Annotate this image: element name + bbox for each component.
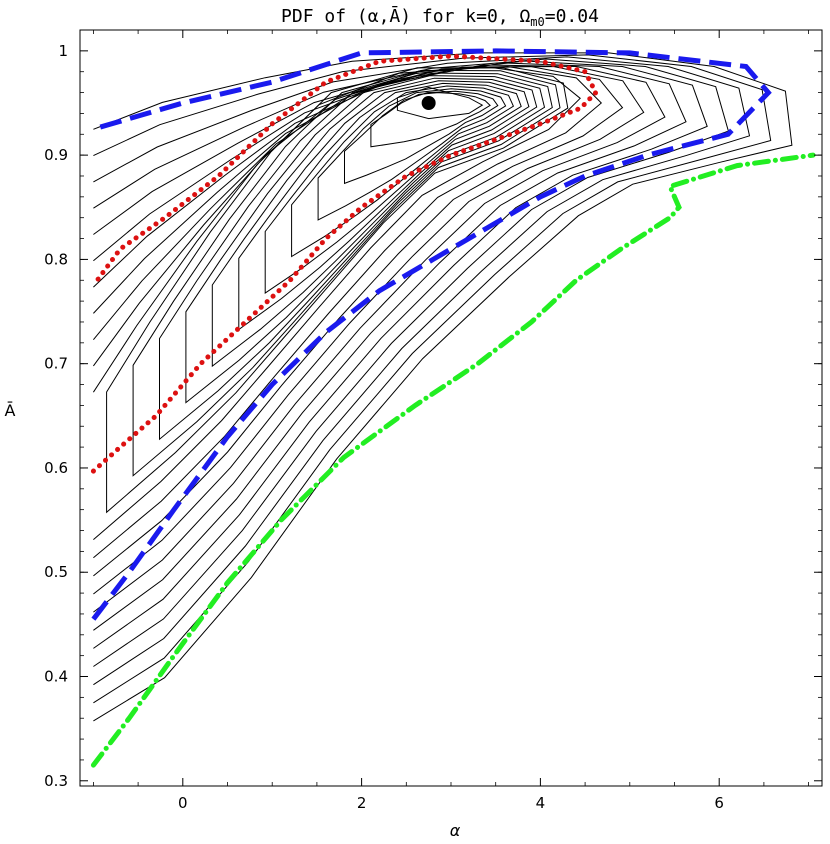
chart-title: PDF of (α,Ā) for k=0, Ωm0=0.04 xyxy=(281,5,599,29)
contour-line xyxy=(93,65,645,595)
contour-line xyxy=(185,75,546,404)
y-axis-label: Ā xyxy=(5,401,16,420)
x-axis-ticks: 0 2 4 6 xyxy=(93,30,809,812)
y-tick-label: 0.8 xyxy=(44,250,68,268)
contour-line xyxy=(93,60,708,649)
peak-marker xyxy=(421,95,436,110)
blue-dashed-contour xyxy=(91,48,772,621)
red-dotted-contour xyxy=(90,53,599,474)
contour-line xyxy=(238,80,530,331)
x-tick-label: 0 xyxy=(178,794,188,812)
contour-line xyxy=(344,90,499,185)
y-tick-label: 0.6 xyxy=(44,459,68,477)
green-dashdot-contour xyxy=(90,152,816,768)
y-tick-label: 0.4 xyxy=(44,668,68,686)
contour-line xyxy=(92,65,603,559)
contour-line xyxy=(317,88,507,221)
contour-line xyxy=(93,62,687,631)
contour-line xyxy=(93,54,772,704)
title-subscript: m0 xyxy=(530,15,544,29)
x-tick-label: 2 xyxy=(357,794,367,812)
x-axis-label: α xyxy=(450,821,461,840)
contour-line xyxy=(92,65,581,540)
y-tick-label: 1 xyxy=(58,42,68,60)
highlighted-contours xyxy=(90,48,816,768)
y-tick-label: 0.9 xyxy=(44,146,68,164)
y-tick-label: 0.3 xyxy=(44,772,68,790)
title-suffix: =0.04 xyxy=(545,6,599,27)
contour-line xyxy=(93,56,751,686)
contour-line xyxy=(93,58,730,667)
title-prefix: PDF of (α,Ā) for k=0, Ω xyxy=(281,5,530,27)
contour-line xyxy=(93,65,624,577)
contour-line xyxy=(396,86,484,120)
contour-line xyxy=(93,64,666,613)
contour-line xyxy=(159,72,553,441)
contour-line xyxy=(264,82,522,294)
y-tick-label: 0.7 xyxy=(44,355,68,373)
peak-marker-group xyxy=(421,95,436,110)
y-tick-label: 0.5 xyxy=(44,563,68,581)
x-tick-label: 6 xyxy=(714,794,724,812)
y-axis-ticks: 0.3 0.4 0.5 0.6 0.7 0.8 0.9 1 xyxy=(44,42,822,790)
contour-line xyxy=(211,77,538,368)
x-tick-label: 4 xyxy=(536,794,546,812)
contour-line xyxy=(106,67,569,514)
